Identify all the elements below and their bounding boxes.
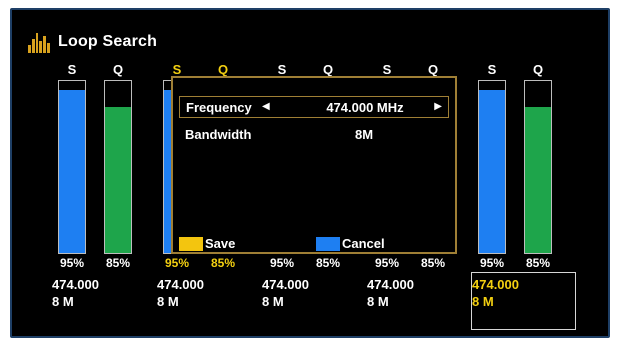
signal-letter: S [277,62,287,77]
signal-letter: S [487,62,497,77]
channel-meter: S Q 95% 85% [476,62,576,272]
bandwidth-label: Bandwidth [185,127,252,142]
title-bar: Loop Search [28,30,157,54]
frequency-label: Frequency [186,100,252,115]
frequency-row[interactable]: Frequency ◀ 474.000 MHz ▶ [179,96,449,118]
tv-screen: Loop Search S Q 95% 85% S Q 95% 85% S Q … [10,8,610,338]
yellow-key-icon [179,236,203,251]
signal-letter: S [172,62,182,77]
cancel-button[interactable]: Cancel [316,236,385,251]
channel-frequency: 474.000 [472,277,519,292]
channel-info-selected[interactable]: 474.000 8 M [472,276,572,310]
signal-letter: S [67,62,77,77]
signal-percent: 95% [374,256,400,270]
signal-bar [58,80,86,254]
signal-percent: 95% [164,256,190,270]
quality-percent: 85% [315,256,341,270]
signal-bar [478,80,506,254]
quality-letter: Q [322,62,334,77]
bandwidth-value[interactable]: 8M [354,127,374,142]
selection-focus-box [471,272,576,330]
cancel-label: Cancel [342,236,385,251]
signal-percent: 95% [59,256,85,270]
frequency-value[interactable]: 474.000 MHz [326,100,404,115]
channel-bandwidth: 8 M [472,294,494,309]
quality-letter: Q [427,62,439,77]
channel-bandwidth: 8 M [157,294,179,309]
channel-info[interactable]: 474.000 8 M [367,276,467,310]
channel-frequency: 474.000 [367,277,414,292]
bandwidth-row[interactable]: Bandwidth 8M [179,124,449,146]
quality-letter: Q [112,62,124,77]
blue-key-icon [316,236,340,251]
signal-percent: 95% [269,256,295,270]
quality-percent: 85% [210,256,236,270]
quality-percent: 85% [105,256,131,270]
channel-frequency: 474.000 [157,277,204,292]
edit-channel-dialog: Frequency ◀ 474.000 MHz ▶ Bandwidth 8M S… [171,76,457,254]
signal-bar-fill [479,89,505,253]
quality-bar-fill [105,106,131,253]
signal-bar-fill [59,89,85,253]
quality-letter: Q [217,62,229,77]
save-label: Save [205,236,236,251]
channel-frequency: 474.000 [52,277,99,292]
channel-info[interactable]: 474.000 8 M [157,276,257,310]
signal-percent: 95% [479,256,505,270]
channel-bandwidth: 8 M [52,294,74,309]
arrow-left-icon[interactable]: ◀ [262,101,270,112]
channel-frequency: 474.000 [262,277,309,292]
quality-bar-fill [525,106,551,253]
channel-bandwidth: 8 M [262,294,284,309]
arrow-right-icon[interactable]: ▶ [434,101,442,112]
quality-percent: 85% [420,256,446,270]
channel-bandwidth: 8 M [367,294,389,309]
channel-info[interactable]: 474.000 8 M [52,276,152,310]
quality-percent: 85% [525,256,551,270]
channel-info[interactable]: 474.000 8 M [262,276,362,310]
quality-letter: Q [532,62,544,77]
save-button[interactable]: Save [179,236,235,251]
quality-bar [524,80,552,254]
page-title: Loop Search [58,33,158,50]
equalizer-bars-icon [28,31,50,53]
quality-bar [104,80,132,254]
channel-meter: S Q 95% 85% [56,62,156,272]
signal-letter: S [382,62,392,77]
